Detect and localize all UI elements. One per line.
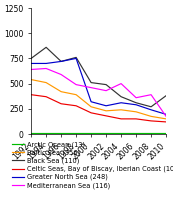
Arctic Ocean (13) [120,132,122,134]
Greater North Sea (248) [120,102,122,104]
Black Sea (110) [45,46,47,49]
Mediterranean Sea (116) [105,89,107,92]
Celtic Seas, Bay of Biscay, Iberian Coast (109) [60,103,62,105]
Black Sea (110) [135,102,137,104]
Arctic Ocean (13) [30,132,32,134]
Black Sea (110) [30,57,32,60]
Greater North Sea (248) [150,109,152,111]
Greater North Sea (248) [165,113,167,116]
Baltic Sea (356) [45,81,47,84]
Celtic Seas, Bay of Biscay, Iberian Coast (109) [150,120,152,122]
Mediterranean Sea (116) [75,83,77,86]
Celtic Seas, Bay of Biscay, Iberian Coast (109) [165,121,167,123]
Y-axis label: µg N/l: µg N/l [0,60,1,82]
Baltic Sea (356) [165,118,167,120]
Baltic Sea (356) [60,90,62,93]
Celtic Seas, Bay of Biscay, Iberian Coast (109) [45,96,47,98]
Arctic Ocean (13) [135,132,137,134]
Greater North Sea (248) [45,62,47,65]
Arctic Ocean (13) [150,132,152,134]
Mediterranean Sea (116) [90,86,92,89]
Arctic Ocean (13) [60,132,62,134]
Black Sea (110) [120,96,122,98]
Line: Baltic Sea (356): Baltic Sea (356) [31,80,166,119]
Mediterranean Sea (116) [45,67,47,70]
Black Sea (110) [150,106,152,108]
Celtic Seas, Bay of Biscay, Iberian Coast (109) [75,105,77,107]
Arctic Ocean (13) [105,132,107,134]
Line: Black Sea (110): Black Sea (110) [31,47,166,107]
Celtic Seas, Bay of Biscay, Iberian Coast (109) [30,93,32,96]
Greater North Sea (248) [30,62,32,65]
Black Sea (110) [90,81,92,84]
Mediterranean Sea (116) [165,115,167,118]
Celtic Seas, Bay of Biscay, Iberian Coast (109) [135,118,137,120]
Legend: Arctic Ocean (13), Baltic Sea (356), Black Sea (110), Celtic Seas, Bay of Biscay: Arctic Ocean (13), Baltic Sea (356), Bla… [12,141,173,189]
Arctic Ocean (13) [45,132,47,134]
Celtic Seas, Bay of Biscay, Iberian Coast (109) [120,118,122,120]
Black Sea (110) [165,94,167,97]
Mediterranean Sea (116) [150,93,152,96]
Greater North Sea (248) [135,104,137,106]
Arctic Ocean (13) [165,132,167,134]
Greater North Sea (248) [105,105,107,107]
Baltic Sea (356) [105,110,107,112]
Black Sea (110) [75,56,77,59]
Baltic Sea (356) [135,111,137,113]
Black Sea (110) [60,60,62,63]
Baltic Sea (356) [75,93,77,96]
Mediterranean Sea (116) [120,82,122,85]
Arctic Ocean (13) [90,132,92,134]
Baltic Sea (356) [150,115,152,118]
Baltic Sea (356) [90,106,92,108]
Greater North Sea (248) [90,101,92,103]
Line: Celtic Seas, Bay of Biscay, Iberian Coast (109): Celtic Seas, Bay of Biscay, Iberian Coas… [31,95,166,122]
Arctic Ocean (13) [75,132,77,134]
Baltic Sea (356) [30,78,32,81]
Celtic Seas, Bay of Biscay, Iberian Coast (109) [90,112,92,114]
Mediterranean Sea (116) [60,73,62,76]
Greater North Sea (248) [75,57,77,60]
Baltic Sea (356) [120,109,122,111]
Mediterranean Sea (116) [135,97,137,99]
Mediterranean Sea (116) [30,68,32,71]
Line: Mediterranean Sea (116): Mediterranean Sea (116) [31,68,166,116]
Line: Greater North Sea (248): Greater North Sea (248) [31,58,166,114]
Black Sea (110) [105,83,107,86]
Greater North Sea (248) [60,60,62,63]
Celtic Seas, Bay of Biscay, Iberian Coast (109) [105,115,107,117]
